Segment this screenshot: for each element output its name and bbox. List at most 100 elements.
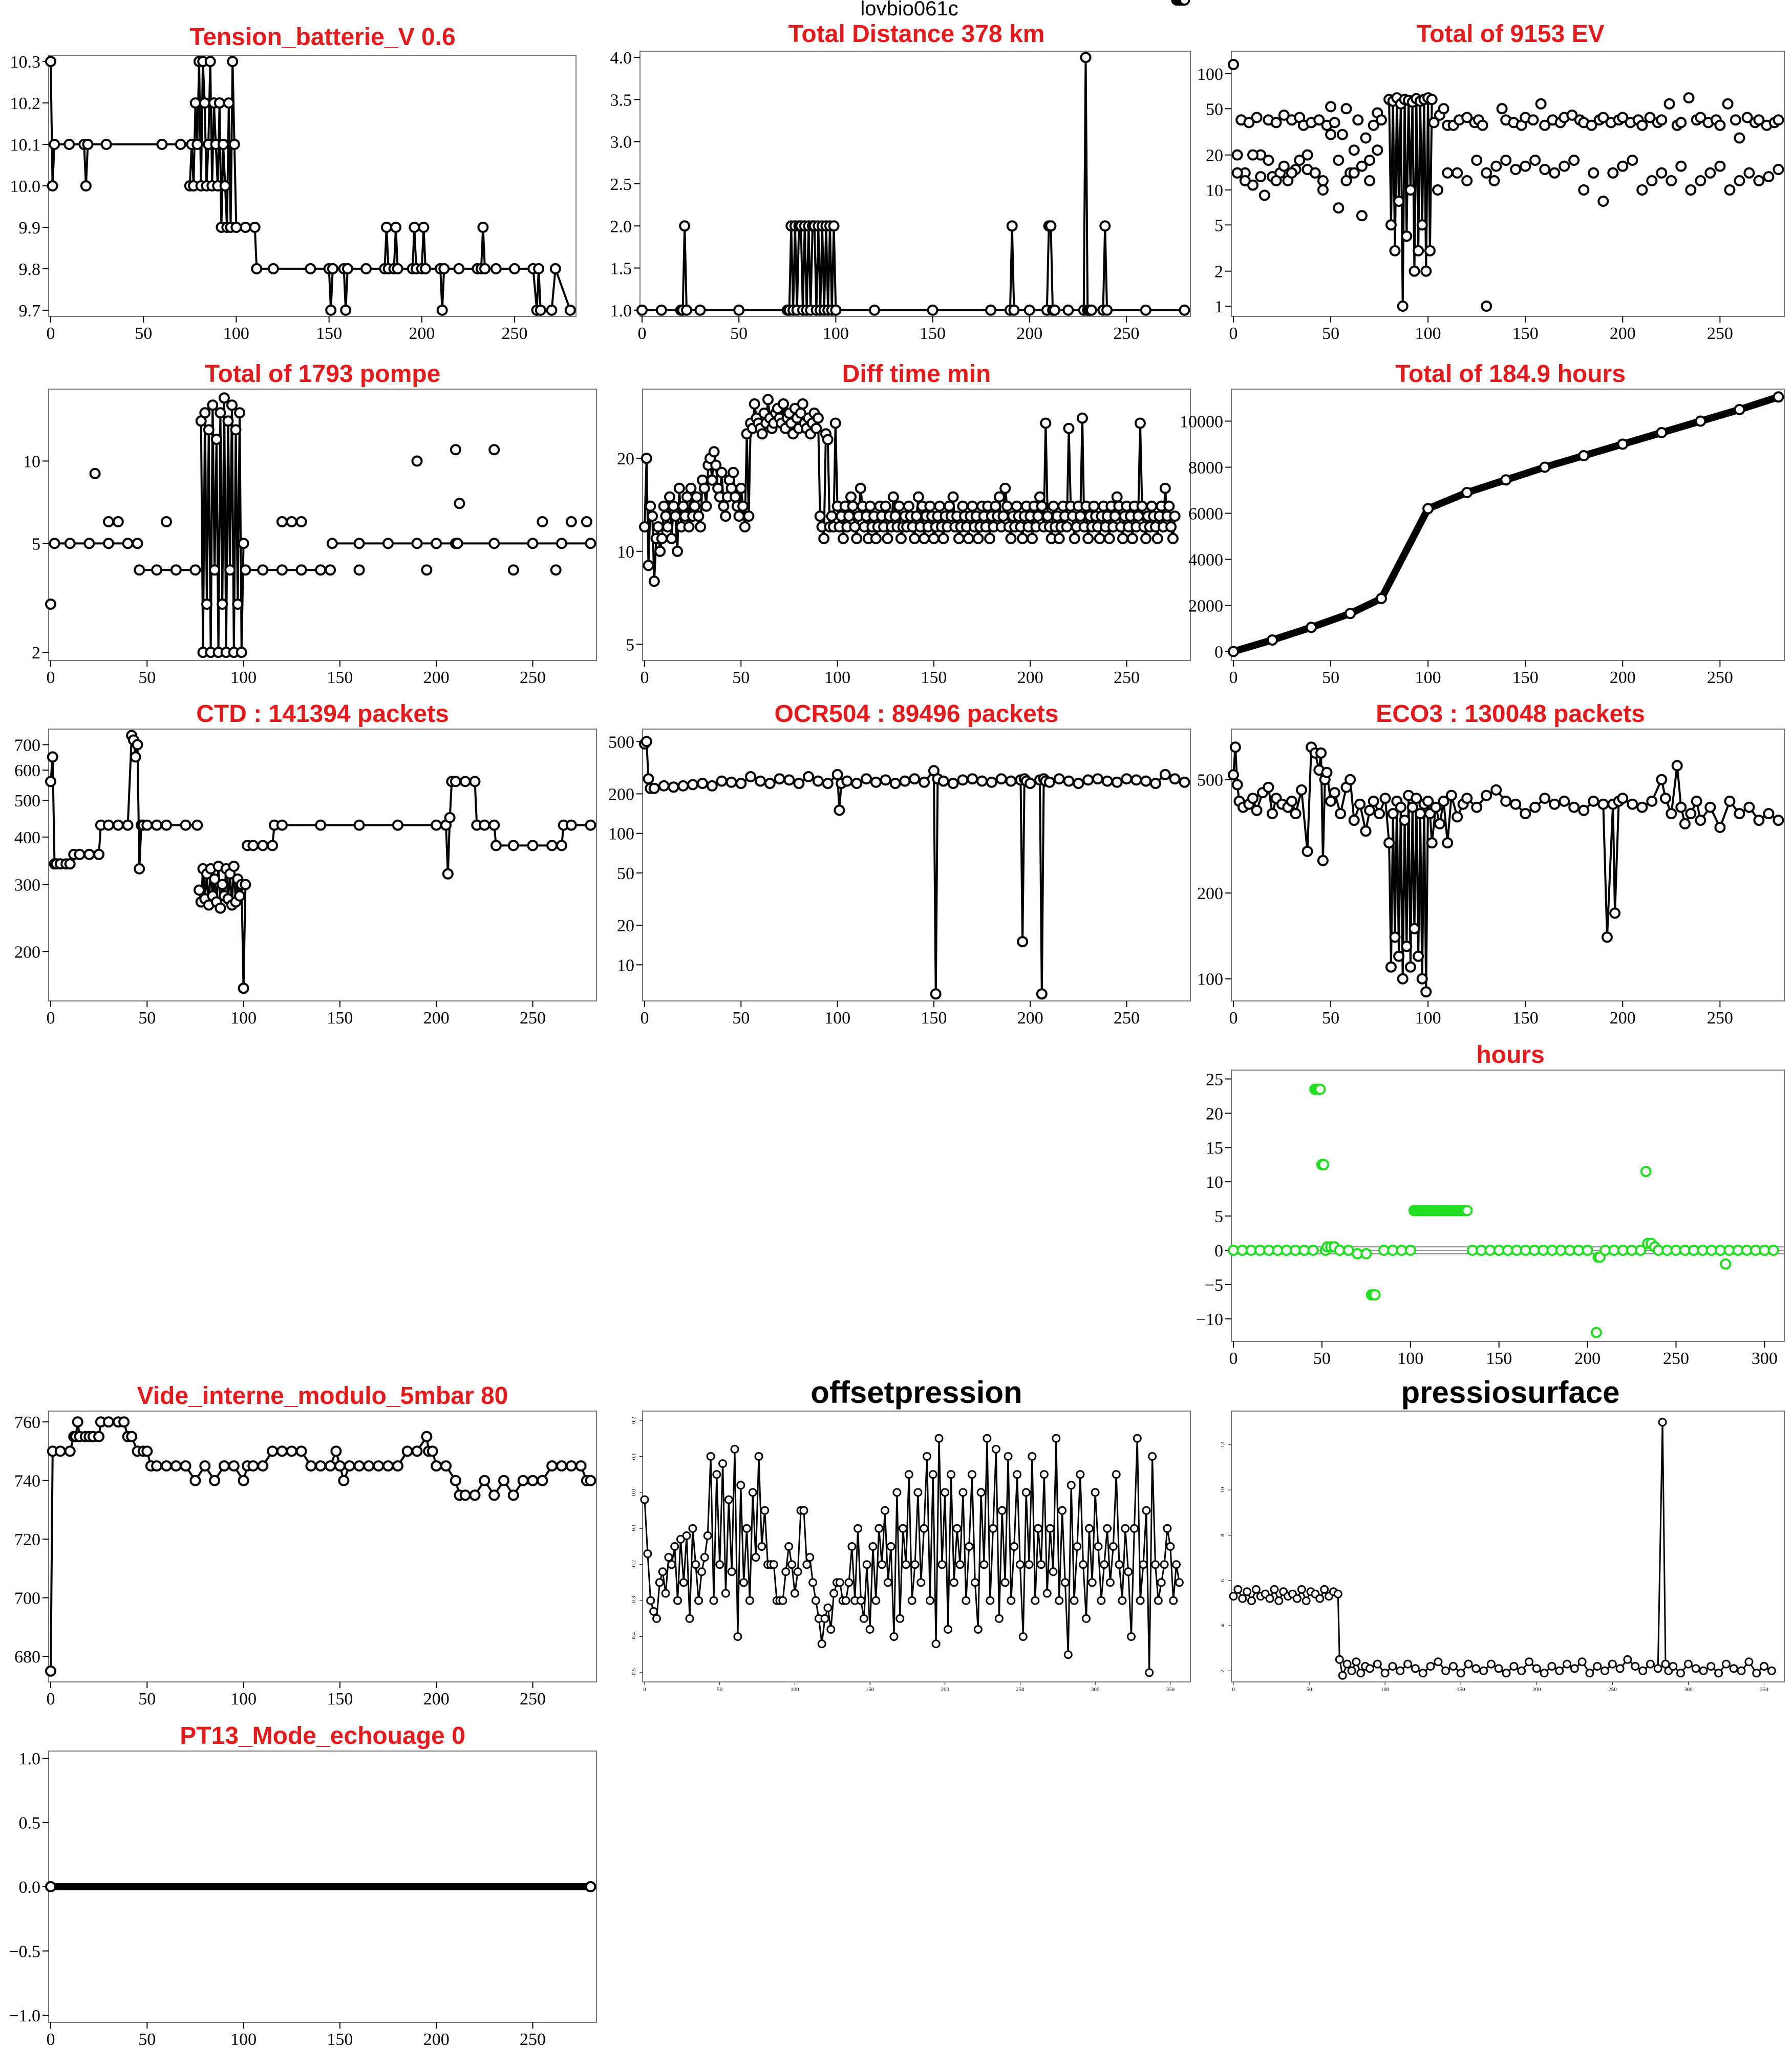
data-point [677, 780, 689, 792]
data-point [1617, 438, 1629, 450]
data-point [721, 1589, 730, 1598]
data-point [1448, 1662, 1458, 1671]
data-point [1389, 245, 1401, 257]
x-tick-label: 300 [1091, 1687, 1100, 1693]
data-point [892, 1488, 902, 1497]
data-point [1335, 808, 1347, 820]
data-point [787, 1560, 796, 1569]
data-point [1636, 184, 1648, 196]
y-tick-label: 50 [1206, 100, 1223, 119]
data-point [236, 647, 247, 658]
data-point [1578, 804, 1590, 816]
data-point [1763, 171, 1775, 183]
x-tick-label: 100 [1397, 1349, 1423, 1368]
x-tick-label: 50 [138, 1690, 156, 1709]
y-tick-label: 10000 [1180, 413, 1223, 432]
data-point [700, 500, 712, 512]
data-point [1263, 155, 1274, 166]
x-tick-label: 50 [732, 1009, 750, 1028]
data-point [641, 453, 652, 464]
data-point [835, 1578, 844, 1587]
data-point [1375, 593, 1387, 604]
data-point [912, 491, 924, 503]
data-point [1133, 1434, 1142, 1443]
y-tick-label: 1.0 [610, 302, 632, 321]
data-point [1360, 132, 1372, 144]
data-point [1042, 1589, 1052, 1598]
data-point [382, 538, 394, 549]
y-tick-label: 5 [1214, 216, 1223, 235]
y-tick-label: 3.0 [610, 133, 632, 152]
data-point [1704, 801, 1716, 813]
data-point [201, 599, 212, 610]
data-point [681, 304, 692, 316]
data-point [295, 516, 307, 527]
y-tick-label: 10 [1206, 1173, 1223, 1192]
data-point [1486, 1659, 1496, 1669]
data-point [647, 510, 658, 522]
data-point [1529, 801, 1541, 813]
x-tick-label: 300 [1752, 1349, 1778, 1368]
data-point [913, 1488, 923, 1497]
data-point [507, 1489, 519, 1501]
data-point [1231, 779, 1243, 791]
figure-suptitle: lovbio061c [860, 0, 958, 20]
data-point [1069, 532, 1080, 544]
data-point [1101, 304, 1113, 316]
y-tick-label: 5 [32, 535, 40, 553]
data-point [774, 773, 785, 785]
panel-title-distance: Total Distance 378 km [788, 20, 1045, 48]
y-tick-label: 50 [617, 864, 634, 883]
data-point [1247, 149, 1258, 161]
data-point [1243, 1587, 1252, 1596]
data-point [450, 1475, 461, 1486]
y-tick-label: 10 [23, 452, 40, 471]
x-tick-label: 200 [1574, 1349, 1601, 1368]
data-point [215, 902, 226, 914]
data-point [1597, 798, 1609, 810]
y-tick-label: 9.9 [19, 219, 41, 238]
data-point [546, 840, 558, 851]
y-tick-label: 2 [32, 644, 40, 663]
data-point [1418, 1669, 1427, 1678]
data-point [970, 1578, 979, 1587]
data-point [947, 1470, 955, 1479]
data-point [479, 1475, 490, 1486]
data-point [1109, 510, 1121, 522]
x-tick-label: 200 [1016, 324, 1042, 343]
data-point [818, 532, 830, 544]
data-point [1539, 164, 1551, 175]
data-point [477, 222, 489, 233]
data-point [887, 491, 899, 503]
data-point [45, 56, 56, 68]
data-point [1393, 196, 1405, 207]
data-point [1617, 793, 1629, 804]
data-point [1426, 837, 1438, 849]
x-tick-label: 250 [1663, 1349, 1689, 1368]
data-point [1714, 1669, 1723, 1678]
data-point [103, 516, 114, 527]
data-point [1049, 1567, 1058, 1576]
data-point [209, 564, 221, 576]
data-point [459, 776, 471, 787]
data-point [1714, 119, 1726, 131]
data-point [1430, 801, 1442, 813]
data-point [1036, 500, 1048, 512]
data-point [1270, 117, 1282, 129]
data-point [1017, 936, 1029, 948]
data-point [209, 1475, 221, 1486]
data-point [1452, 811, 1463, 823]
x-tick-label: 0 [47, 1690, 55, 1709]
y-tick-label: 4000 [1188, 551, 1223, 570]
data-point [1481, 790, 1492, 801]
y-tick-label: 20 [1206, 146, 1223, 165]
data-point [810, 422, 822, 434]
data-point [990, 500, 1001, 512]
x-tick-label: 350 [1166, 1687, 1175, 1693]
data-point [1760, 1662, 1768, 1671]
series-line [247, 780, 591, 875]
data-point [1121, 773, 1133, 785]
x-tick-label: 0 [641, 668, 649, 687]
data-point [658, 780, 670, 792]
data-point [49, 139, 60, 150]
